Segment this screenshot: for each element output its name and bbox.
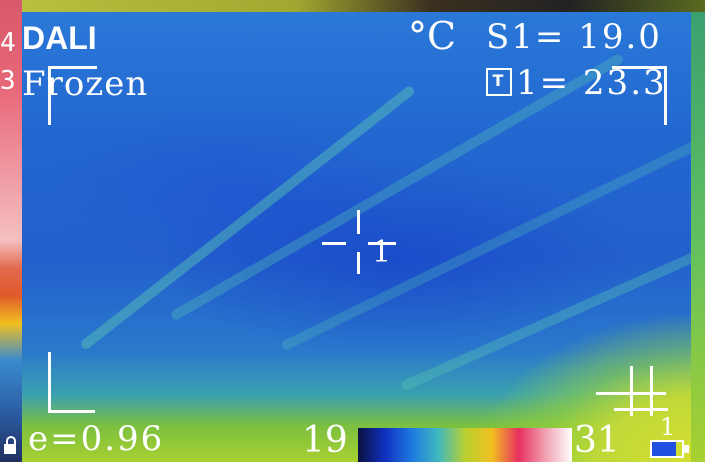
crosshair-label: 1 [372,235,392,270]
hotspot-marker-label: 1 [660,413,676,441]
focus-bracket-top-left [48,66,97,125]
focus-bracket-bottom-left [48,352,95,413]
focus-bracket-top-right [612,66,667,125]
scale-max-value: 31 [574,420,620,461]
adjacent-thermal-strip: 4 3 [0,0,22,462]
hotspot-reading-value: 1= 23.3 [516,63,667,103]
crosshair-right [368,242,396,245]
mode-indicator: Frozen [22,64,149,104]
emissivity-value: e=0.96 [28,419,165,459]
spot-temperature-reading: S1= 19.0 [486,17,662,57]
hotspot-marker-line [630,366,633,416]
brand-logo: DALI [22,20,97,56]
hotspot-marker-line [650,366,653,416]
battery-icon [650,440,684,458]
battery-tip [684,445,689,453]
crosshair-top [357,210,360,234]
crosshair-left [322,242,346,245]
hotspot-marker-line [596,392,666,395]
lock-icon [4,436,16,454]
scale-min-value: 19 [302,420,348,461]
color-scale-bar [358,428,572,462]
right-image-edge [691,12,705,462]
top-image-edge [22,0,705,12]
hotspot-temperature-reading: T 1= 23.3 [486,62,667,104]
adjacent-digit-1: 4 [0,28,16,58]
thermometer-icon: T [486,68,512,96]
temperature-unit: °C [408,14,457,58]
thermal-image [22,12,705,462]
hotspot-marker-line [614,408,668,411]
adjacent-digit-2: 3 [0,66,16,96]
crosshair-bottom [357,252,360,274]
